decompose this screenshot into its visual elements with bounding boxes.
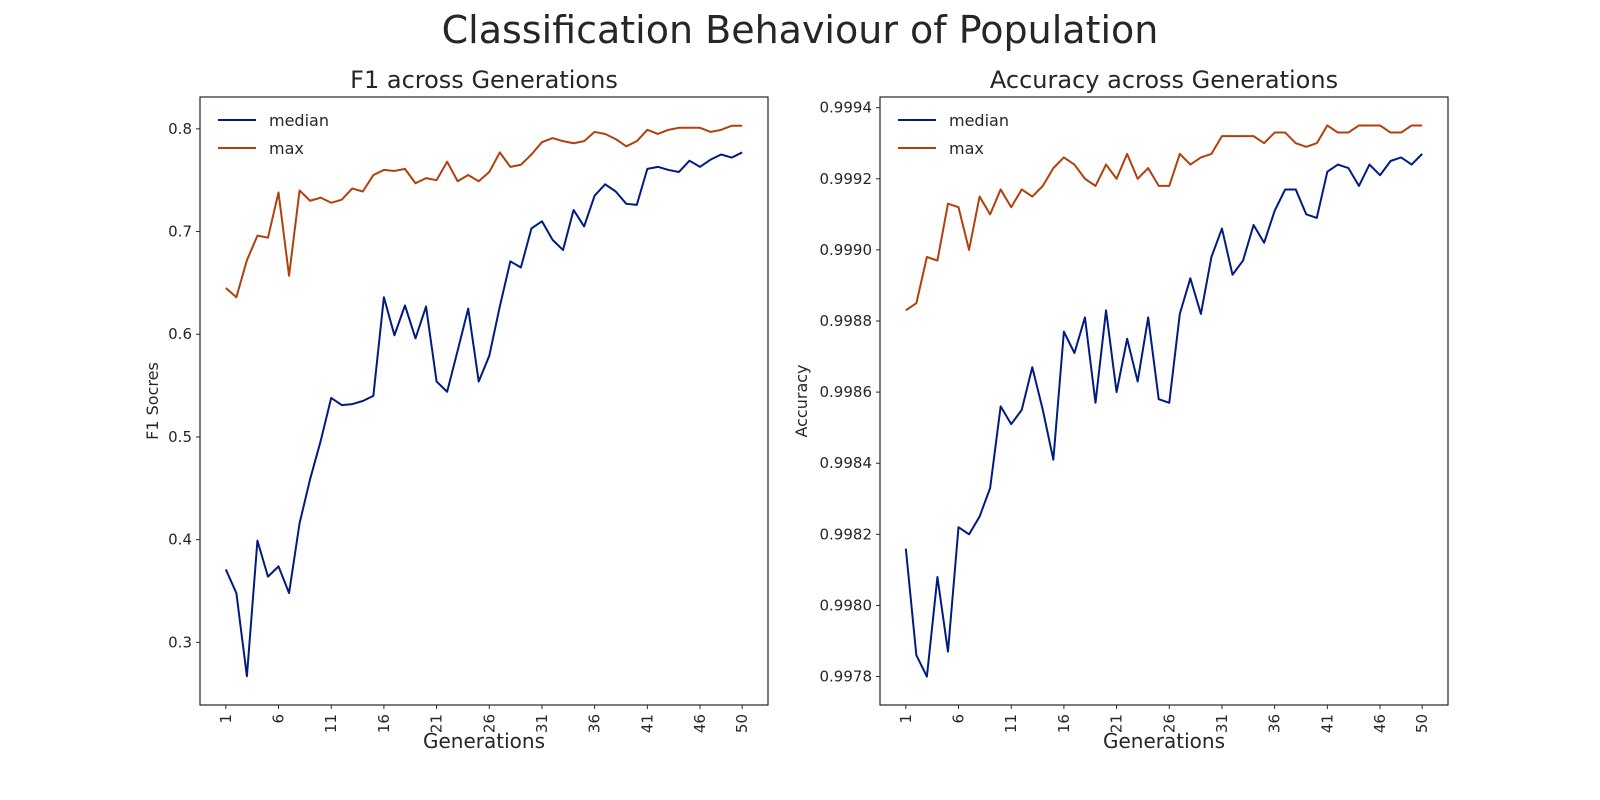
f1-y-tick-label: 0.8 xyxy=(168,120,192,138)
accuracy-y-tick-label: 0.9984 xyxy=(820,454,873,472)
accuracy-x-tick-label: 36 xyxy=(1266,714,1284,733)
f1-y-tick-label: 0.5 xyxy=(168,428,192,446)
f1-y-tick-label: 0.6 xyxy=(168,325,192,343)
accuracy-y-tick-label: 0.9980 xyxy=(820,596,873,614)
f1-legend-max-label: max xyxy=(269,139,304,158)
accuracy-x-axis-label: Generations xyxy=(1103,729,1225,753)
f1-y-tick-label: 0.7 xyxy=(168,223,192,241)
f1-axes-frame xyxy=(199,96,769,706)
accuracy-chart-panel: Accuracy across Generations Generations Ac… xyxy=(792,66,1449,753)
accuracy-chart-title: Accuracy across Generations xyxy=(990,66,1338,94)
accuracy-x-tick-label: 11 xyxy=(1002,714,1020,733)
figure-title: Classification Behaviour of Population xyxy=(441,8,1159,52)
accuracy-y-tick-label: 0.9988 xyxy=(820,312,873,330)
accuracy-max-series-line xyxy=(905,124,1423,312)
accuracy-y-tick-label: 0.9994 xyxy=(820,99,873,117)
accuracy-median-series-line xyxy=(904,153,1423,678)
f1-chart-panel: F1 across Generations Generations F1 Socre… xyxy=(143,66,769,753)
f1-chart-title: F1 across Generations xyxy=(350,66,618,94)
accuracy-x-tick-label: 6 xyxy=(950,714,968,724)
f1-x-tick-label: 26 xyxy=(480,714,498,733)
accuracy-y-tick-label: 0.9978 xyxy=(820,668,873,686)
f1-x-tick-label: 46 xyxy=(691,714,709,733)
accuracy-x-tick-label: 16 xyxy=(1055,714,1073,733)
accuracy-axes-frame xyxy=(879,96,1449,706)
f1-y-tick-label: 0.4 xyxy=(168,531,192,549)
f1-x-tick-label: 41 xyxy=(638,714,656,733)
f1-x-tick-label: 31 xyxy=(533,714,551,733)
accuracy-x-tick-label: 41 xyxy=(1318,714,1336,733)
accuracy-x-tick-label: 31 xyxy=(1213,714,1231,733)
accuracy-legend-median-label: median xyxy=(949,111,1009,130)
f1-x-tick-label: 21 xyxy=(428,714,446,733)
accuracy-y-tick-label: 0.9990 xyxy=(820,241,873,259)
f1-x-axis-label: Generations xyxy=(423,729,545,753)
f1-legend-median-label: median xyxy=(269,111,329,130)
accuracy-x-tick-label: 26 xyxy=(1160,714,1178,733)
f1-x-tick-label: 11 xyxy=(322,714,340,733)
accuracy-x-tick-label: 50 xyxy=(1413,714,1431,733)
accuracy-y-tick-label: 0.9986 xyxy=(820,383,873,401)
accuracy-x-tick-label: 46 xyxy=(1371,714,1389,733)
f1-y-tick-label: 0.3 xyxy=(168,633,192,651)
f1-x-tick-label: 6 xyxy=(270,714,288,724)
f1-x-tick-label: 1 xyxy=(217,714,235,724)
accuracy-x-tick-label: 21 xyxy=(1108,714,1126,733)
accuracy-legend-max-label: max xyxy=(949,139,984,158)
f1-max-series-line xyxy=(225,124,743,299)
accuracy-y-tick-label: 0.9992 xyxy=(820,170,873,188)
f1-x-tick-label: 16 xyxy=(375,714,393,733)
f1-x-tick-label: 50 xyxy=(733,714,751,733)
accuracy-x-tick-label: 1 xyxy=(897,714,915,724)
accuracy-y-axis-label: Accuracy xyxy=(792,364,811,437)
accuracy-y-tick-label: 0.9982 xyxy=(820,525,873,543)
f1-median-series-line xyxy=(224,151,743,678)
f1-x-tick-label: 36 xyxy=(586,714,604,733)
f1-y-axis-label: F1 Socres xyxy=(143,362,162,440)
